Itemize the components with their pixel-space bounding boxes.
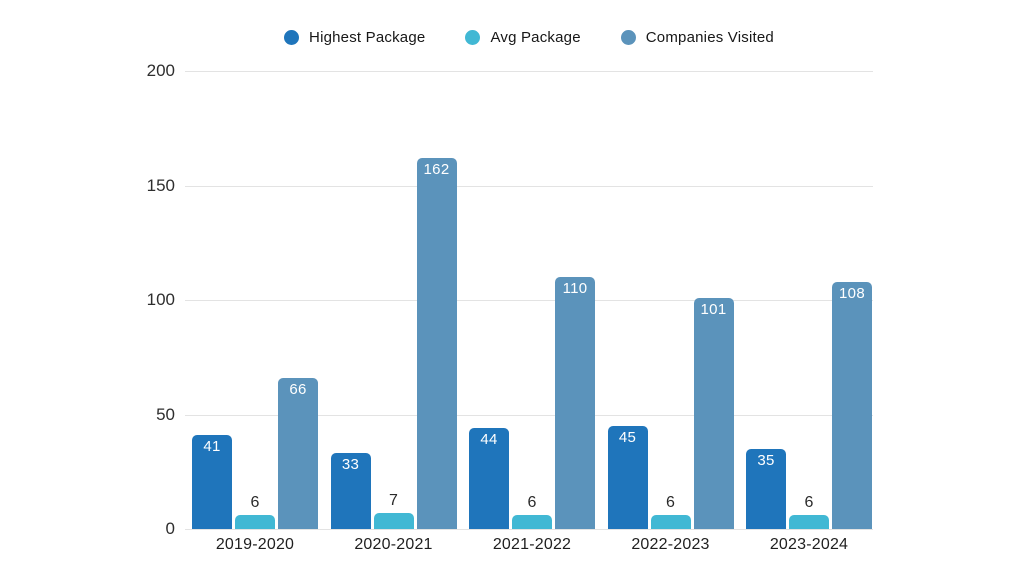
y-axis-tick-label: 100 [146,290,175,309]
gridline [185,529,873,530]
x-axis-tick-label: 2022-2023 [631,536,710,553]
x-axis-tick-label: 2023-2024 [769,536,849,553]
bar-avg-package[interactable]: 6 [512,494,552,529]
bar-value-label: 6 [666,494,675,512]
bar-group-2023-2024: 35 6 108 [746,281,872,529]
bar-group-2020-2021: 33 7 162 [330,158,457,529]
legend-item-companies-visited[interactable]: Companies Visited [620,29,774,46]
plot-area: 41 6 66 33 7 162 44 6 110 45 6 101 35 6 108 [185,71,873,530]
bar-avg-package[interactable]: 6 [650,494,691,529]
bar-highest-package[interactable]: 41 [192,435,232,529]
bar-value-label: 33 [341,456,360,474]
bar-avg-package[interactable]: 7 [373,492,414,529]
x-axis-tick-label: 2021-2022 [492,536,572,553]
bar-companies-visited[interactable]: 162 [416,158,457,529]
bar-group-2022-2023: 45 6 101 [607,297,734,529]
y-axis-tick-label: 200 [146,61,175,80]
y-axis-tick-label: 50 [156,404,175,424]
bar-group-2019-2020: 41 6 66 [192,377,318,529]
chart-legend: Highest Package Avg Package Companies Vi… [185,29,873,46]
legend-label: Companies Visited [645,29,774,46]
bar-value-label: 101 [700,300,727,318]
bar-value-label: 110 [562,280,588,298]
bar-avg-package[interactable]: 6 [789,494,829,529]
bar-highest-package[interactable]: 44 [469,428,509,529]
gridline [185,414,873,416]
bar-value-label: 162 [423,161,450,179]
legend-item-highest-package[interactable]: Highest Package [284,29,425,46]
bar-avg-package[interactable]: 6 [235,494,275,529]
gridline [185,185,873,187]
bar-highest-package[interactable]: 33 [330,453,371,529]
bar-companies-visited[interactable]: 110 [555,277,595,529]
bar-value-label: 6 [250,494,260,512]
bar-value-label: 45 [618,428,637,446]
legend-label: Avg Package [490,29,581,46]
legend-swatch-icon [620,30,636,45]
bar-value-label: 7 [389,491,398,509]
bar-group-2021-2022: 44 6 110 [469,277,595,529]
bar-value-label: 66 [289,380,307,398]
legend-swatch-icon [465,30,481,45]
legend-swatch-icon [284,30,300,45]
gridline [185,71,873,72]
x-axis-tick-label: 2020-2021 [354,536,433,553]
legend-label: Highest Package [309,29,426,46]
bar-value-label: 6 [804,494,814,512]
bar-highest-package[interactable]: 35 [746,448,786,529]
bar-highest-package[interactable]: 45 [607,425,648,529]
bar-companies-visited[interactable]: 66 [278,377,318,529]
bar-value-label: 108 [839,284,865,302]
bar-value-label: 44 [480,431,498,449]
x-axis-tick-label: 2019-2020 [215,536,295,553]
bar-value-label: 41 [203,438,221,456]
bar-companies-visited[interactable]: 101 [693,297,734,529]
gridline [185,300,873,301]
bar-companies-visited[interactable]: 108 [832,281,872,529]
bar-value-label: 35 [757,451,775,469]
legend-item-avg-package[interactable]: Avg Package [465,29,581,46]
bar-value-label: 6 [527,494,537,512]
y-axis-tick-label: 150 [146,175,175,195]
y-axis-tick-label: 0 [165,519,175,538]
